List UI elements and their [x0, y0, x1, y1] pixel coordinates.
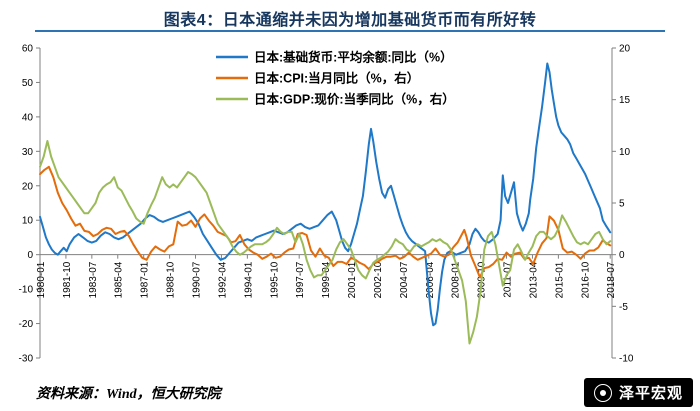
y-left-tick-label: 20: [22, 181, 34, 192]
y-left-tick-label: 40: [22, 112, 34, 123]
series-line-2: [39, 140, 612, 345]
y-left-tick-label: 30: [22, 147, 34, 158]
brand-name: 泽平宏观: [618, 385, 683, 402]
y-right-tick-label: 5: [619, 199, 625, 210]
x-tick-label: 1985-04: [114, 261, 125, 298]
x-tick-label: 1987-01: [140, 261, 151, 298]
data-source-note: 资料来源：Wind，恒大研究院: [36, 387, 221, 402]
y-right-tick-label: 0: [619, 250, 625, 261]
brand-logo-icon: [593, 383, 612, 402]
x-tick-label: 2018-07: [606, 261, 617, 298]
x-tick-label: 1981-10: [62, 261, 73, 298]
x-tick-label: 2006-04: [425, 261, 436, 298]
y-left-tick-label: -20: [19, 319, 34, 330]
y-right-tick-label: -10: [619, 354, 634, 365]
figure-title: 图表4：日本通缩并未因为增加基础货币而有所好转: [163, 12, 537, 29]
y-right-tick-label: 10: [619, 147, 631, 158]
x-tick-label: 1994-01: [243, 261, 254, 298]
title-underline: [35, 30, 665, 32]
x-tick-label: 2013-04: [528, 261, 539, 298]
y-left-tick-label: -30: [19, 354, 34, 365]
x-tick-label: 1995-10: [269, 261, 280, 298]
y-right-tick-label: 15: [619, 95, 631, 106]
x-tick-label: 1999-04: [321, 261, 332, 298]
x-tick-label: 1980-01: [36, 261, 47, 298]
x-tick-label: 2004-07: [399, 261, 410, 298]
x-tick-label: 1990-07: [192, 261, 203, 298]
x-tick-label: 1992-04: [217, 261, 228, 298]
legend-label-2: 日本:GDP:现价:当季同比（%，右）: [254, 92, 455, 107]
y-right-tick-label: 20: [619, 44, 631, 55]
brand-watermark: 泽平宏观: [583, 378, 693, 407]
y-right-tick-label: -5: [619, 302, 628, 313]
legend-label-1: 日本:CPI:当月同比（%，右）: [254, 71, 419, 86]
legend-label-0: 日本:基础货币:平均余额:同比（%）: [254, 50, 453, 65]
y-left-tick-label: 60: [22, 44, 34, 55]
line-chart: -30 -20 -10 0 10 20 30 40 50 60 -10 -5 0 5 10 15 20 1980-…: [19, 44, 634, 365]
x-tick-label: 1988-10: [166, 261, 177, 298]
x-tick-label: 2016-10: [580, 261, 591, 298]
x-tick-label: 1997-07: [295, 261, 306, 298]
y-left-tick-label: 0: [27, 250, 33, 261]
y-left-tick-label: -10: [19, 285, 34, 296]
series-line-1: [39, 165, 612, 279]
x-tick-label: 2002-10: [373, 261, 384, 298]
y-left-tick-label: 10: [22, 216, 34, 227]
x-tick-label: 2015-01: [554, 261, 565, 298]
x-tick-label: 1983-07: [88, 261, 99, 298]
y-left-tick-label: 50: [22, 78, 34, 89]
x-tick-label: 2011-07: [503, 261, 514, 297]
x-tick-label: 2001-01: [347, 261, 358, 298]
x-tick-label: 2008-01: [451, 261, 462, 298]
